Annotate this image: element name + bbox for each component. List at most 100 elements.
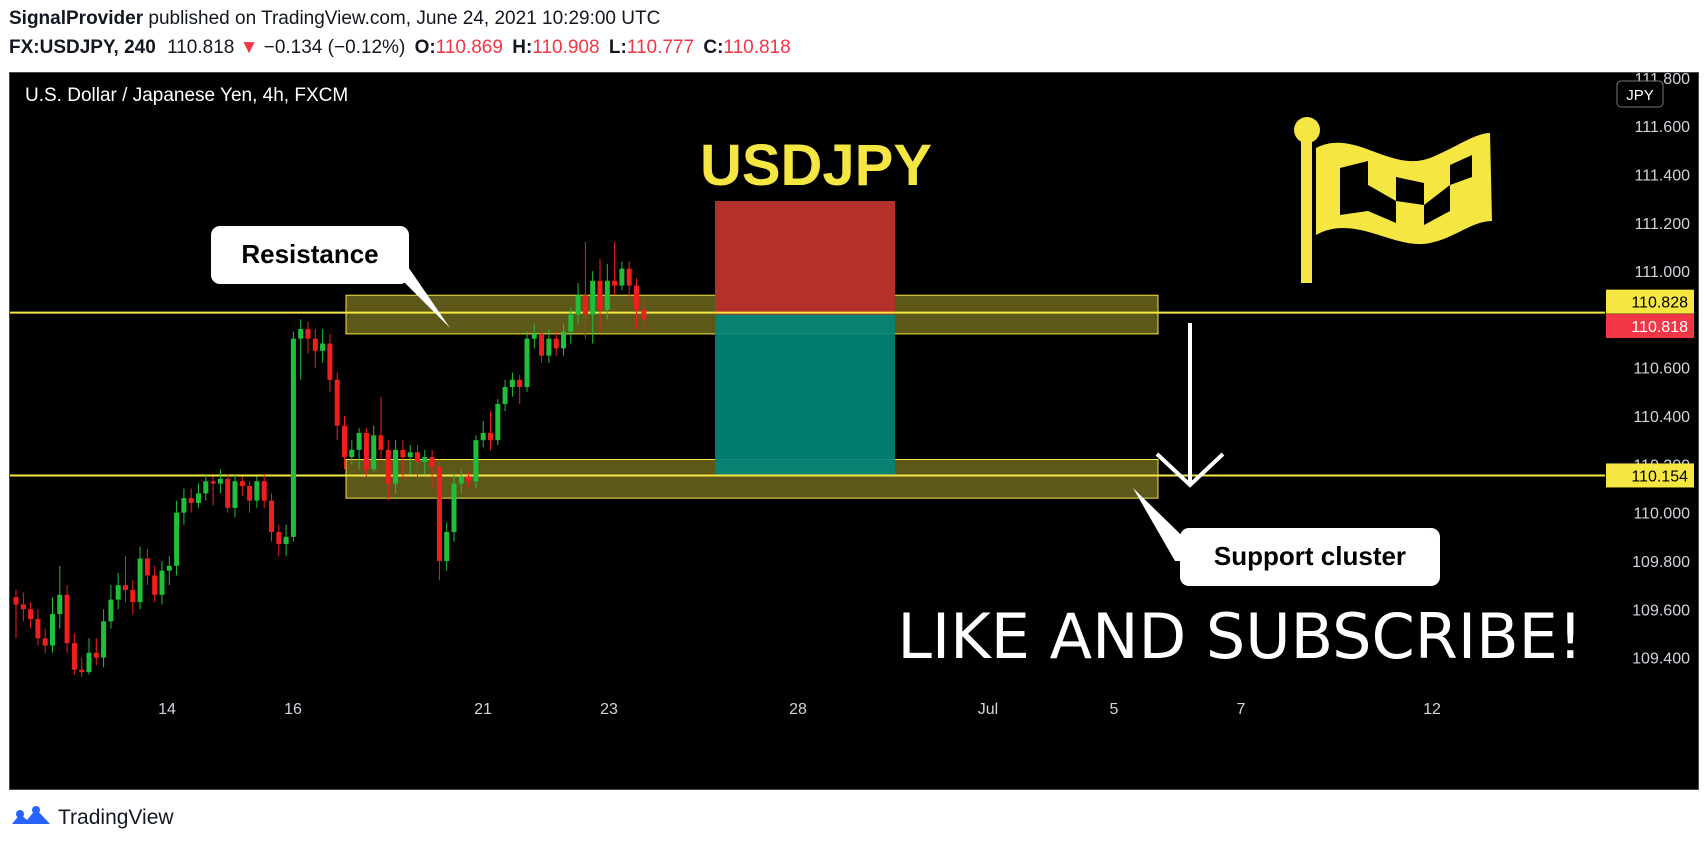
candle-body: [626, 268, 632, 286]
candle-body: [495, 403, 501, 441]
tradingview-footer[interactable]: TradingView: [10, 806, 174, 830]
tradingview-brand: TradingView: [58, 806, 174, 829]
author-name[interactable]: SignalProvider: [9, 8, 144, 29]
resistance-label: Resistance: [241, 239, 378, 269]
candle-body: [20, 604, 26, 610]
candle-body: [422, 457, 428, 462]
candle-body: [342, 425, 347, 458]
candle-body: [502, 387, 508, 404]
candle-body: [137, 558, 143, 603]
y-tick-label: 109.600: [1632, 602, 1690, 619]
low-label: L:: [608, 37, 627, 58]
support-callout: Support cluster: [1133, 488, 1440, 586]
close-label: C:: [703, 37, 724, 58]
candle-body: [385, 449, 391, 484]
x-tick-label: 14: [158, 701, 176, 718]
y-tick-label: 110.600: [1633, 361, 1690, 378]
price-badge: [1606, 314, 1694, 339]
candle-body: [546, 338, 552, 356]
resistance-callout-box: [211, 226, 409, 284]
high-label: H:: [512, 37, 533, 58]
candle-body: [239, 481, 245, 487]
candle-body: [415, 452, 420, 462]
candle-body: [305, 329, 311, 339]
close-value: 110.818: [723, 37, 791, 58]
published-text: published on TradingView.com, June 24, 2…: [143, 8, 661, 29]
candle-body: [203, 481, 209, 494]
x-tick-label: 28: [789, 701, 807, 718]
candle-body: [50, 614, 55, 646]
candle-body: [561, 331, 566, 349]
down-triangle-icon: ▼: [239, 37, 259, 58]
candle-body: [35, 618, 41, 639]
y-tick-label: 109.800: [1632, 554, 1690, 571]
candle-body: [298, 329, 304, 339]
symbol-label: FX:USDJPY, 240: [9, 37, 156, 58]
candle-body: [276, 531, 282, 545]
candle-body: [568, 314, 574, 332]
candle-body: [524, 338, 530, 388]
price-badge: [1606, 463, 1694, 488]
candle-body: [130, 589, 136, 603]
support-callout-box: [1180, 528, 1440, 586]
candle-body: [225, 478, 231, 508]
candle-body: [79, 669, 85, 673]
ohlc-header: FX:USDJPY, 240 110.818 ▼ −0.134 (−0.12%)…: [9, 37, 791, 59]
price-badge-label: 110.818: [1631, 319, 1688, 336]
y-tick-label: 110.400: [1633, 409, 1690, 426]
chart-area[interactable]: 109.400109.600109.800110.000110.200110.4…: [9, 72, 1699, 790]
candle-body: [378, 435, 384, 450]
open-label: O:: [414, 37, 436, 58]
price-badge-label: 110.154: [1631, 468, 1688, 485]
take-profit-zone: [715, 314, 895, 477]
publish-header: SignalProvider published on TradingView.…: [9, 8, 660, 30]
candle-body: [473, 440, 479, 482]
candle-body: [488, 432, 493, 441]
candle-body: [436, 466, 442, 561]
candle-body: [371, 435, 377, 470]
price-badge-label: 110.828: [1631, 295, 1688, 312]
candle-body: [13, 597, 19, 605]
candle-body: [356, 432, 362, 450]
y-tick-label: 111.600: [1635, 119, 1691, 136]
y-tick-label: 111.400: [1635, 167, 1691, 184]
candle-body: [612, 280, 618, 286]
support-cluster-label: Support cluster: [1214, 541, 1406, 571]
chart-canvas[interactable]: 109.400109.600109.800110.000110.200110.4…: [10, 73, 1698, 789]
candle-body: [451, 483, 457, 532]
candle-body: [320, 343, 326, 351]
low-value: 110.777: [626, 37, 695, 58]
candle-body: [93, 652, 99, 658]
last-price: 110.818: [167, 37, 235, 58]
down-arrow-icon: [1155, 323, 1225, 488]
stop-loss-zone: [715, 201, 895, 315]
currency-badge[interactable]: [1616, 80, 1664, 108]
candle-body: [159, 570, 165, 595]
candle-body: [42, 638, 48, 646]
candle-body: [634, 285, 639, 310]
candle-body: [619, 268, 625, 286]
candle-body: [196, 493, 201, 503]
candle-body: [181, 498, 187, 513]
x-tick-label: Jul: [978, 701, 998, 718]
candle-body: [363, 432, 369, 470]
candle-body: [57, 594, 63, 615]
candle-body: [407, 452, 413, 458]
currency-label: JPY: [1626, 87, 1654, 104]
candle-body: [597, 280, 603, 310]
candle-body: [480, 432, 486, 441]
y-tick-label: 109.400: [1632, 651, 1690, 668]
high-value: 110.908: [532, 37, 600, 58]
subscribe-banner: LIKE AND SUBSCRIBE!: [897, 600, 1582, 673]
candle-body: [553, 338, 559, 349]
candle-body: [641, 309, 647, 320]
candle-body: [108, 599, 114, 622]
y-tick-label: 111.200: [1635, 216, 1691, 233]
candle-body: [334, 379, 340, 426]
candle-body: [590, 280, 596, 315]
candle-body: [575, 295, 581, 315]
y-tick-label: 111.000: [1635, 264, 1691, 281]
candle-body: [582, 295, 588, 315]
x-tick-label: 21: [474, 701, 492, 718]
price-badge: [1606, 289, 1694, 314]
